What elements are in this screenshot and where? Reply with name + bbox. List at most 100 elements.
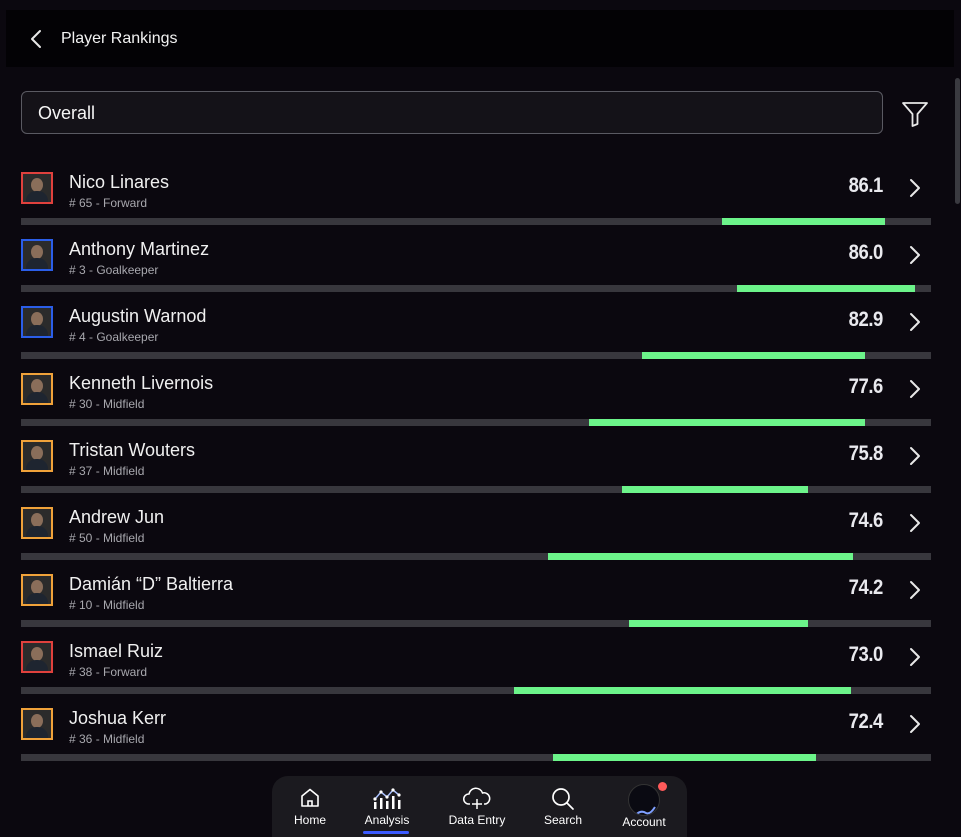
top-bar: Player Rankings	[6, 10, 954, 67]
player-photo-body	[26, 258, 48, 269]
score-bar-track	[21, 285, 931, 292]
chevron-right-icon[interactable]	[905, 645, 925, 669]
nav-search[interactable]: Search	[525, 776, 601, 837]
score-bar-track	[21, 218, 931, 225]
back-button[interactable]	[26, 28, 48, 50]
search-icon	[552, 788, 574, 810]
score-bar-fill	[547, 553, 853, 560]
nav-account[interactable]: Account	[606, 776, 682, 837]
account-avatar	[628, 784, 660, 816]
nav-analysis[interactable]: Analysis	[349, 776, 425, 837]
home-icon	[301, 788, 319, 807]
player-row[interactable]: Anthony Martinez # 3 - Goalkeeper 86.0	[0, 227, 955, 294]
score-bar-track	[21, 486, 931, 493]
score-bar-fill	[553, 754, 817, 761]
player-score: 73.0	[848, 643, 884, 666]
player-score: 74.6	[848, 509, 884, 532]
chevron-right-icon[interactable]	[905, 578, 925, 602]
nav-data-entry[interactable]: Data Entry	[439, 776, 515, 837]
player-avatar	[21, 708, 53, 740]
player-row[interactable]: Ismael Ruiz # 38 - Forward 73.0	[0, 629, 955, 696]
score-bar-track	[21, 352, 931, 359]
player-photo-body	[26, 526, 48, 537]
chevron-right-icon[interactable]	[905, 712, 925, 736]
player-photo-face	[31, 446, 43, 460]
player-score: 74.2	[848, 576, 884, 599]
player-photo-body	[26, 325, 48, 336]
score-bar-fill	[737, 285, 915, 292]
player-name: Nico Linares	[69, 172, 170, 192]
score-bar-track	[21, 754, 931, 761]
player-number-position: # 65 - Forward	[69, 196, 148, 210]
player-name: Kenneth Livernois	[69, 373, 214, 393]
nav-account-label: Account	[622, 815, 666, 829]
ranking-category-select[interactable]: Overall	[21, 91, 883, 134]
player-score: 86.1	[848, 174, 884, 197]
player-avatar	[21, 574, 53, 606]
player-row[interactable]: Joshua Kerr # 36 - Midfield 72.4	[0, 696, 955, 763]
player-name: Tristan Wouters	[69, 440, 196, 460]
player-number-position: # 37 - Midfield	[69, 464, 145, 478]
player-photo-body	[26, 660, 48, 671]
player-photo-body	[26, 191, 48, 202]
player-photo-face	[31, 379, 43, 393]
player-avatar	[21, 172, 53, 204]
score-bar-track	[21, 553, 931, 560]
player-number-position: # 38 - Forward	[69, 665, 148, 679]
chevron-right-icon[interactable]	[905, 511, 925, 535]
player-number-position: # 36 - Midfield	[69, 732, 145, 746]
player-avatar	[21, 507, 53, 539]
player-name: Andrew Jun	[69, 507, 165, 527]
score-bar-track	[21, 620, 931, 627]
chevron-right-icon[interactable]	[905, 377, 925, 401]
player-photo-body	[26, 727, 48, 738]
player-score: 75.8	[848, 442, 884, 465]
chevron-left-icon	[31, 30, 41, 48]
player-name: Joshua Kerr	[69, 708, 167, 728]
account-logo-icon	[634, 806, 656, 815]
cloud-add-icon	[463, 787, 491, 809]
player-avatar	[21, 440, 53, 472]
nav-home[interactable]: Home	[272, 776, 348, 837]
player-row[interactable]: Tristan Wouters # 37 - Midfield 75.8	[0, 428, 955, 495]
player-number-position: # 50 - Midfield	[69, 531, 145, 545]
score-bar-fill	[641, 352, 866, 359]
player-avatar	[21, 239, 53, 271]
player-avatar	[21, 641, 53, 673]
player-photo-body	[26, 392, 48, 403]
player-number-position: # 30 - Midfield	[69, 397, 145, 411]
filter-button[interactable]	[900, 99, 930, 129]
player-row[interactable]: Damián “D” Baltierra # 10 - Midfield 74.2	[0, 562, 955, 629]
player-number-position: # 3 - Goalkeeper	[69, 263, 159, 277]
chevron-right-icon[interactable]	[905, 444, 925, 468]
player-photo-face	[31, 245, 43, 259]
score-bar-fill	[628, 620, 809, 627]
chevron-right-icon[interactable]	[905, 243, 925, 267]
player-row[interactable]: Kenneth Livernois # 30 - Midfield 77.6	[0, 361, 955, 428]
chevron-right-icon[interactable]	[905, 310, 925, 334]
notification-dot	[658, 782, 667, 791]
player-row[interactable]: Andrew Jun # 50 - Midfield 74.6	[0, 495, 955, 562]
player-row[interactable]: Nico Linares # 65 - Forward 86.1	[0, 160, 955, 227]
nav-active-indicator	[363, 831, 409, 834]
page-title: Player Rankings	[61, 30, 178, 47]
player-row[interactable]: Augustin Warnod # 4 - Goalkeeper 82.9	[0, 294, 955, 361]
player-photo-face	[31, 580, 43, 594]
nav-data-entry-label: Data Entry	[448, 813, 506, 827]
score-bar-fill	[721, 218, 886, 225]
nav-home-label: Home	[293, 813, 326, 827]
score-bar-fill	[514, 687, 851, 694]
player-score: 77.6	[848, 375, 884, 398]
player-photo-face	[31, 647, 43, 661]
player-name: Ismael Ruiz	[69, 641, 164, 661]
player-number-position: # 10 - Midfield	[69, 598, 145, 612]
bottom-navigation: Home Analysis Data Entry Search Account	[272, 776, 687, 837]
analysis-icon	[373, 788, 401, 809]
ranking-category-value: Overall	[38, 103, 96, 123]
chevron-right-icon[interactable]	[905, 176, 925, 200]
player-photo-face	[31, 714, 43, 728]
scrollbar-thumb[interactable]	[955, 78, 960, 204]
player-photo-face	[31, 513, 43, 527]
score-bar-track	[21, 687, 931, 694]
player-avatar	[21, 373, 53, 405]
